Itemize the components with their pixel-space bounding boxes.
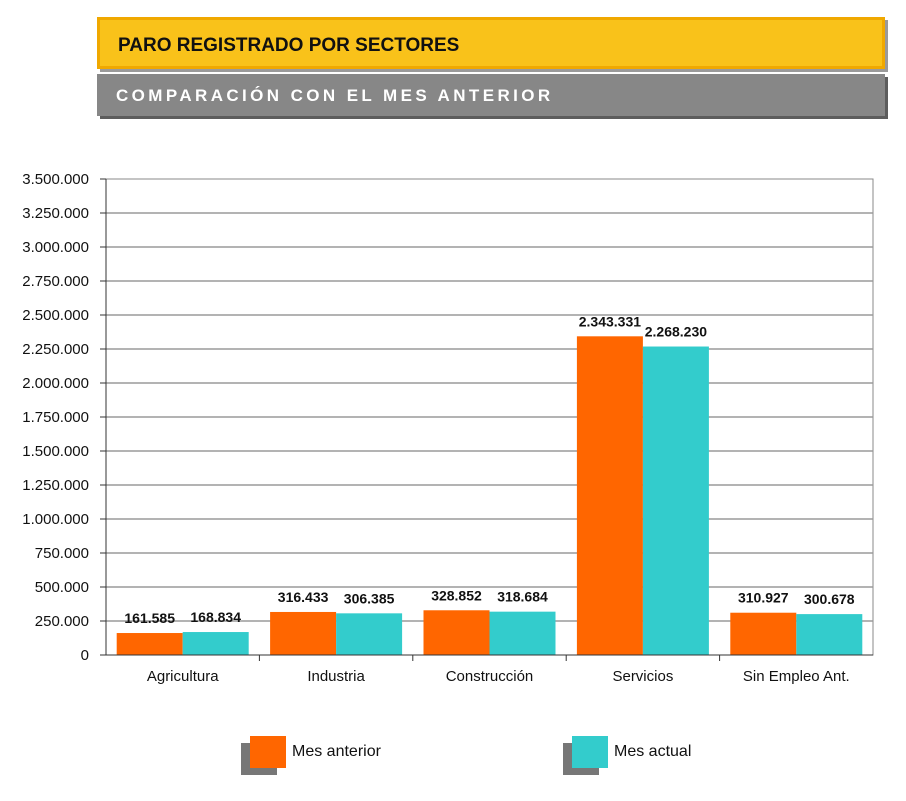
data-label: 2.343.331 [579,313,641,329]
y-axis-ticks: 0 250.000 500.000 750.000 1.000.000 1.250.000… [22,171,106,664]
y-tick-label: 1.750.000 [22,409,89,426]
chart-subtitle: COMPARACIÓN CON EL MES ANTERIOR [116,86,554,105]
data-label: 328.852 [431,587,482,603]
y-tick-label: 250.000 [35,613,89,630]
bar-mes-actual [489,611,556,655]
data-label: 306.385 [344,590,395,606]
bar-mes-actual [336,613,403,655]
y-tick-label: 0 [81,647,89,664]
data-labels: 161.585 168.834 316.433 306.385 328.852 318.6… [124,313,854,626]
y-tick-label: 3.250.000 [22,205,89,222]
data-label: 318.684 [497,589,548,605]
chart-title-banner: PARO REGISTRADO POR SECTORES [97,17,885,69]
bar-mes-actual [182,632,249,655]
y-tick-label: 3.500.000 [22,171,89,188]
y-tick-label: 1.000.000 [22,511,89,528]
bar-mes-anterior [576,336,643,655]
x-tick-label: Sin Empleo Ant. [743,668,850,685]
y-tick-label: 1.500.000 [22,443,89,460]
y-tick-label: 2.000.000 [22,375,89,392]
x-tick-label: Agricultura [147,668,219,685]
y-tick-label: 1.250.000 [22,477,89,494]
legend-swatch-mes-anterior [250,736,286,768]
bar-mes-anterior [730,612,797,655]
x-tick-label: Construcción [446,668,534,685]
data-label: 161.585 [124,610,175,626]
x-axis-ticks: Agricultura Industria Construcción Servicio… [147,655,850,685]
data-label: 310.927 [738,590,789,606]
bar-mes-anterior [270,611,337,655]
chart-subtitle-banner: COMPARACIÓN CON EL MES ANTERIOR [97,74,885,116]
bars [116,336,863,655]
bar-mes-anterior [116,633,183,655]
y-tick-label: 500.000 [35,579,89,596]
y-tick-label: 2.750.000 [22,273,89,290]
bar-mes-anterior [423,610,490,655]
chart-title: PARO REGISTRADO POR SECTORES [118,35,460,56]
y-tick-label: 2.250.000 [22,341,89,358]
legend-swatch-mes-actual [572,736,608,768]
y-tick-label: 2.500.000 [22,307,89,324]
bar-mes-actual [642,346,709,655]
y-tick-label: 3.000.000 [22,239,89,256]
gridlines [106,212,873,622]
legend-label-mes-actual: Mes actual [614,743,692,760]
x-tick-label: Servicios [612,668,673,685]
x-tick-label: Industria [307,668,365,685]
legend-label-mes-anterior: Mes anterior [292,743,381,760]
data-label: 168.834 [190,609,241,625]
data-label: 2.268.230 [645,324,707,340]
bar-mes-actual [796,614,863,655]
y-tick-label: 750.000 [35,545,89,562]
data-label: 316.433 [278,589,329,605]
data-label: 300.678 [804,591,855,607]
